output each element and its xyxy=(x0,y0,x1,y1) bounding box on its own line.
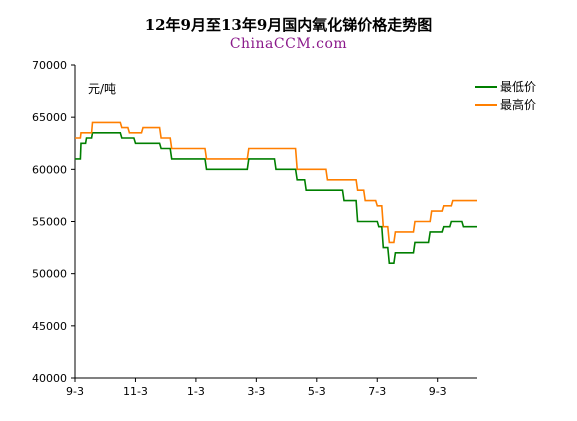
chart-series xyxy=(75,121,477,265)
chart-axes: 40000 45000 50000 55000 60000 65000 70000 9-3 11… xyxy=(32,59,477,398)
y-tick-label: 45000 xyxy=(32,320,67,333)
x-tick-label: 3-3 xyxy=(247,385,265,398)
unit-label: 元/吨 xyxy=(88,82,116,96)
chart-title: 12年9月至13年9月国内氧化锑价格走势图 xyxy=(144,16,433,34)
series-line-2 xyxy=(75,121,477,244)
y-tick-label: 60000 xyxy=(32,163,67,176)
legend-label-1: 最低价 xyxy=(500,80,536,94)
y-tick-label: 65000 xyxy=(32,111,67,124)
x-tick-label: 11-3 xyxy=(123,385,148,398)
chart-subtitle: ChinaCCM.com xyxy=(0,36,577,52)
y-tick-label: 55000 xyxy=(32,216,67,229)
y-tick-label: 70000 xyxy=(32,59,67,72)
y-tick-label: 40000 xyxy=(32,372,67,385)
x-tick-label: 7-3 xyxy=(368,385,386,398)
y-tick-label: 50000 xyxy=(32,268,67,281)
x-tick-label: 1-3 xyxy=(187,385,205,398)
series-line-1 xyxy=(75,132,477,265)
x-tick-label: 9-3 xyxy=(429,385,447,398)
legend-label-2: 最高价 xyxy=(500,97,536,112)
x-tick-label: 5-3 xyxy=(308,385,326,398)
subtitle-text: ChinaCCM.com xyxy=(229,36,348,52)
x-tick-label: 9-3 xyxy=(66,385,84,398)
